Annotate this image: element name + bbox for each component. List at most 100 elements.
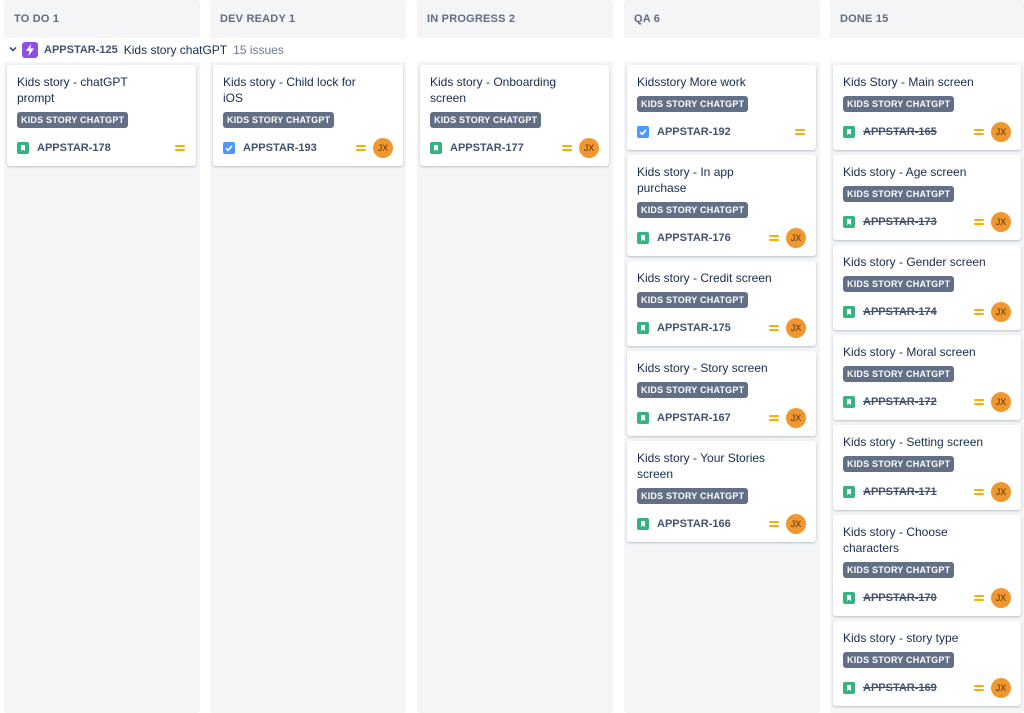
issue-key[interactable]: APPSTAR-169 xyxy=(863,682,937,694)
issue-key[interactable]: APPSTAR-192 xyxy=(657,126,731,138)
issue-key[interactable]: APPSTAR-174 xyxy=(863,306,937,318)
priority-medium-icon xyxy=(974,129,984,135)
issue-key[interactable]: APPSTAR-166 xyxy=(657,518,731,530)
task-checkbox-icon xyxy=(223,142,235,154)
swimlane-header[interactable]: APPSTAR-125 Kids story chatGPT 15 issues xyxy=(0,38,1024,62)
issue-key[interactable]: APPSTAR-178 xyxy=(37,142,111,154)
assignee-avatar[interactable]: JX xyxy=(991,212,1011,232)
issue-card[interactable]: Kids story - chatGPT prompt KIDS STORY C… xyxy=(7,65,196,166)
issue-key[interactable]: APPSTAR-176 xyxy=(657,232,731,244)
issue-key[interactable]: APPSTAR-172 xyxy=(863,396,937,408)
epic-label[interactable]: KIDS STORY CHATGPT xyxy=(637,488,749,504)
epic-label[interactable]: KIDS STORY CHATGPT xyxy=(843,96,955,112)
card-title: Kids story - chatGPT prompt xyxy=(17,75,128,105)
story-icon xyxy=(637,322,649,334)
epic-label[interactable]: KIDS STORY CHATGPT xyxy=(17,112,129,128)
issue-key[interactable]: APPSTAR-175 xyxy=(657,322,731,334)
issue-card[interactable]: Kids story - Story screen KIDS STORY CHA… xyxy=(627,351,816,436)
issue-card[interactable]: Kids story - Choose characters KIDS STOR… xyxy=(833,515,1021,616)
priority-medium-icon xyxy=(974,595,984,601)
assignee-avatar[interactable]: JX xyxy=(991,588,1011,608)
priority-medium-icon xyxy=(974,399,984,405)
card-title: Kidsstory More work xyxy=(637,75,746,89)
epic-label[interactable]: KIDS STORY CHATGPT xyxy=(843,366,955,382)
issue-key[interactable]: APPSTAR-177 xyxy=(450,142,524,154)
story-icon xyxy=(843,682,855,694)
issue-card[interactable]: Kids story - Your Stories screen KIDS ST… xyxy=(627,441,816,542)
story-icon xyxy=(843,592,855,604)
issue-key[interactable]: APPSTAR-173 xyxy=(863,216,937,228)
epic-label[interactable]: KIDS STORY CHATGPT xyxy=(843,276,955,292)
card-title: Kids story - Onboarding screen xyxy=(430,75,557,105)
chevron-down-icon[interactable] xyxy=(8,44,20,57)
priority-medium-icon xyxy=(356,145,366,151)
priority-medium-icon xyxy=(175,145,185,151)
column-header-in-progress: IN PROGRESS 2 xyxy=(427,13,516,25)
priority-medium-icon xyxy=(974,309,984,315)
epic-label[interactable]: KIDS STORY CHATGPT xyxy=(637,96,749,112)
priority-medium-icon xyxy=(795,129,805,135)
epic-label[interactable]: KIDS STORY CHATGPT xyxy=(843,186,955,202)
issue-key[interactable]: APPSTAR-167 xyxy=(657,412,731,424)
card-title: Kids story - Credit screen xyxy=(637,271,772,285)
epic-label[interactable]: KIDS STORY CHATGPT xyxy=(843,562,955,578)
issue-card[interactable]: Kids story - Age screen KIDS STORY CHATG… xyxy=(833,155,1021,240)
epic-label[interactable]: KIDS STORY CHATGPT xyxy=(843,652,955,668)
assignee-avatar[interactable]: JX xyxy=(991,302,1011,322)
assignee-avatar[interactable]: JX xyxy=(786,228,806,248)
issue-card[interactable]: Kids story - Setting screen KIDS STORY C… xyxy=(833,425,1021,510)
assignee-avatar[interactable]: JX xyxy=(991,392,1011,412)
story-icon xyxy=(430,142,442,154)
column-header-qa: QA 6 xyxy=(634,13,661,25)
assignee-avatar[interactable]: JX xyxy=(991,122,1011,142)
assignee-avatar[interactable]: JX xyxy=(786,318,806,338)
issue-key[interactable]: APPSTAR-193 xyxy=(243,142,317,154)
card-title: Kids story - Moral screen xyxy=(843,345,976,359)
priority-medium-icon xyxy=(769,325,779,331)
story-icon xyxy=(843,486,855,498)
issue-card[interactable]: Kids story - Moral screen KIDS STORY CHA… xyxy=(833,335,1021,420)
card-title: Kids story - story type xyxy=(843,631,959,645)
issue-card[interactable]: Kids story - Credit screen KIDS STORY CH… xyxy=(627,261,816,346)
epic-label[interactable]: KIDS STORY CHATGPT xyxy=(843,456,955,472)
column-header-dev-ready: DEV READY 1 xyxy=(220,13,296,25)
epic-label[interactable]: KIDS STORY CHATGPT xyxy=(637,382,749,398)
issue-key[interactable]: APPSTAR-165 xyxy=(863,126,937,138)
assignee-avatar[interactable]: JX xyxy=(786,514,806,534)
story-icon xyxy=(843,396,855,408)
lightning-icon xyxy=(22,42,38,58)
story-icon xyxy=(843,306,855,318)
assignee-avatar[interactable]: JX xyxy=(373,138,393,158)
assignee-avatar[interactable]: JX xyxy=(991,482,1011,502)
issue-card[interactable]: Kids story - Onboarding screen KIDS STOR… xyxy=(420,65,609,166)
story-icon xyxy=(637,412,649,424)
issue-card[interactable]: Kids story - Child lock for iOS KIDS STO… xyxy=(213,65,403,166)
issue-card[interactable]: Kids story - Gender screen KIDS STORY CH… xyxy=(833,245,1021,330)
story-icon xyxy=(843,126,855,138)
epic-label[interactable]: KIDS STORY CHATGPT xyxy=(637,202,749,218)
issue-card[interactable]: Kidsstory More work KIDS STORY CHATGPT A… xyxy=(627,65,816,150)
issue-card[interactable]: Kids story - story type KIDS STORY CHATG… xyxy=(833,621,1021,706)
issue-card[interactable]: Kids story - In app purchase KIDS STORY … xyxy=(627,155,816,256)
card-title: Kids story - Child lock for iOS xyxy=(223,75,356,105)
priority-medium-icon xyxy=(974,219,984,225)
epic-label[interactable]: KIDS STORY CHATGPT xyxy=(223,112,335,128)
card-title: Kids Story - Main screen xyxy=(843,75,974,89)
swimlane-epic-key[interactable]: APPSTAR-125 xyxy=(44,44,118,56)
issue-card[interactable]: Kids Story - Main screen KIDS STORY CHAT… xyxy=(833,65,1021,150)
assignee-avatar[interactable]: JX xyxy=(579,138,599,158)
issue-key[interactable]: APPSTAR-171 xyxy=(863,486,937,498)
issue-key[interactable]: APPSTAR-170 xyxy=(863,592,937,604)
assignee-avatar[interactable]: JX xyxy=(786,408,806,428)
epic-label[interactable]: KIDS STORY CHATGPT xyxy=(430,112,542,128)
story-icon xyxy=(17,142,29,154)
assignee-avatar[interactable]: JX xyxy=(991,678,1011,698)
story-icon xyxy=(637,518,649,530)
task-checkbox-icon xyxy=(637,126,649,138)
card-title: Kids story - Age screen xyxy=(843,165,967,179)
priority-medium-icon xyxy=(974,685,984,691)
card-title: Kids story - Gender screen xyxy=(843,255,986,269)
epic-label[interactable]: KIDS STORY CHATGPT xyxy=(637,292,749,308)
column-header-todo: TO DO 1 xyxy=(14,13,60,25)
priority-medium-icon xyxy=(562,145,572,151)
